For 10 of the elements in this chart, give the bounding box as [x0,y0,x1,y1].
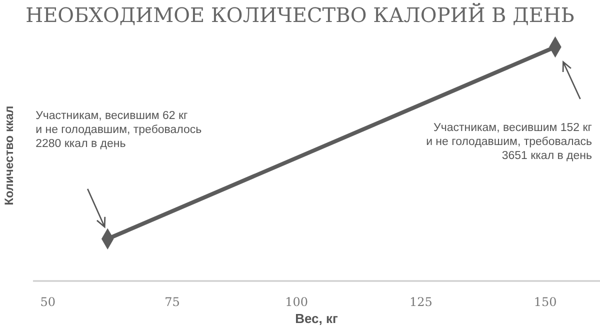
chart-title: НЕОБХОДИМОЕ КОЛИЧЕСТВО КАЛОРИЙ В ДЕНЬ [26,2,574,27]
annotation: Участникам, весившим 62 кг и не голодавшим, требовалось 2280 ккал в день [36,110,202,150]
x-tick-label: 150 [534,295,557,309]
x-axis-title: Вес, кг [295,311,338,326]
x-tick-label: 100 [285,295,308,309]
x-tick-label: 75 [164,295,180,309]
annotation: Участникам, весившим 152 кг и не голодавшим, требовалась 3651 ккал в день [426,122,592,162]
x-tick-label: 125 [409,295,432,309]
x-tick-label: 50 [40,295,56,309]
y-axis-title: Количество ккал [2,106,16,206]
